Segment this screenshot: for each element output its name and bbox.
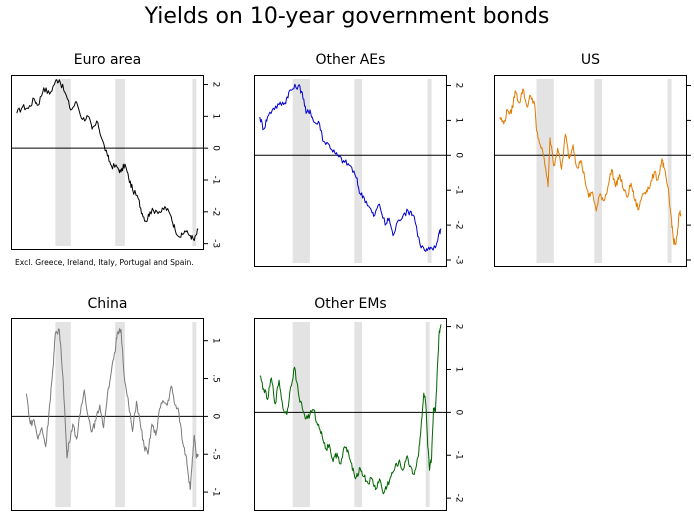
panel-title: Other AEs xyxy=(254,52,447,68)
plot-frame xyxy=(12,319,204,511)
panel-title: US xyxy=(494,52,687,68)
panel-title: Other EMs xyxy=(254,296,447,312)
shaded-band xyxy=(115,79,125,246)
chart-svg: 2 1 0 -1 -2 -3 xyxy=(11,75,244,252)
plot-frame xyxy=(495,76,687,267)
series-line xyxy=(500,89,681,245)
y-tick-label: 1 xyxy=(454,118,464,124)
series-line xyxy=(260,84,441,251)
shaded-band xyxy=(55,322,70,507)
y-tick-label: 0 xyxy=(454,409,464,415)
shaded-band xyxy=(594,79,602,263)
panel-title: China xyxy=(11,296,204,312)
y-tick-label: -1 xyxy=(454,186,464,195)
plot-frame xyxy=(12,76,204,250)
chart-svg: 1 .5 0 -.5 -1 xyxy=(11,318,244,513)
y-tick-label: -2 xyxy=(454,494,464,503)
chart-svg: 210-1-2-3 xyxy=(494,75,694,269)
y-tick-label: 0 xyxy=(454,152,464,158)
series-line xyxy=(26,329,198,490)
panel-footnote: Excl. Greece, Ireland, Italy, Portugal a… xyxy=(15,258,194,267)
shaded-band xyxy=(192,79,196,246)
y-tick-label: 2 xyxy=(211,82,221,88)
shaded-band xyxy=(428,79,432,263)
chart-svg: 2 1 0 -1 -2 xyxy=(254,318,487,513)
shaded-band xyxy=(354,79,362,263)
y-tick-label: 2 xyxy=(454,83,464,89)
y-tick-label: 0 xyxy=(211,145,221,151)
y-tick-label: .5 xyxy=(211,374,221,383)
shaded-band xyxy=(293,322,310,507)
y-tick-label: -1 xyxy=(211,176,221,185)
y-tick-label: -2 xyxy=(211,207,221,216)
y-tick-label: -3 xyxy=(454,256,464,265)
shaded-band xyxy=(293,79,310,263)
plot-frame xyxy=(255,319,447,511)
y-tick-label: 1 xyxy=(211,113,221,119)
y-tick-label: -.5 xyxy=(211,448,221,460)
series-line xyxy=(260,324,441,493)
shaded-band xyxy=(192,322,196,507)
chart-svg: 2 1 0 -1 -2 -3 xyxy=(254,75,487,269)
chart-title: Yields on 10-year government bonds xyxy=(0,4,694,29)
series-line xyxy=(17,80,198,241)
panel-title: Euro area xyxy=(11,52,204,68)
y-tick-label: -1 xyxy=(454,451,464,460)
shaded-band xyxy=(55,79,70,246)
y-tick-label: 0 xyxy=(211,414,221,420)
y-tick-label: -3 xyxy=(211,239,221,248)
y-tick-label: -2 xyxy=(454,221,464,230)
shaded-band xyxy=(668,79,672,263)
shaded-band xyxy=(536,79,553,263)
y-tick-label: 1 xyxy=(211,338,221,344)
shaded-band xyxy=(115,322,125,507)
y-tick-label: -1 xyxy=(211,488,221,497)
y-tick-label: 2 xyxy=(454,324,464,330)
y-tick-label: 1 xyxy=(454,367,464,373)
